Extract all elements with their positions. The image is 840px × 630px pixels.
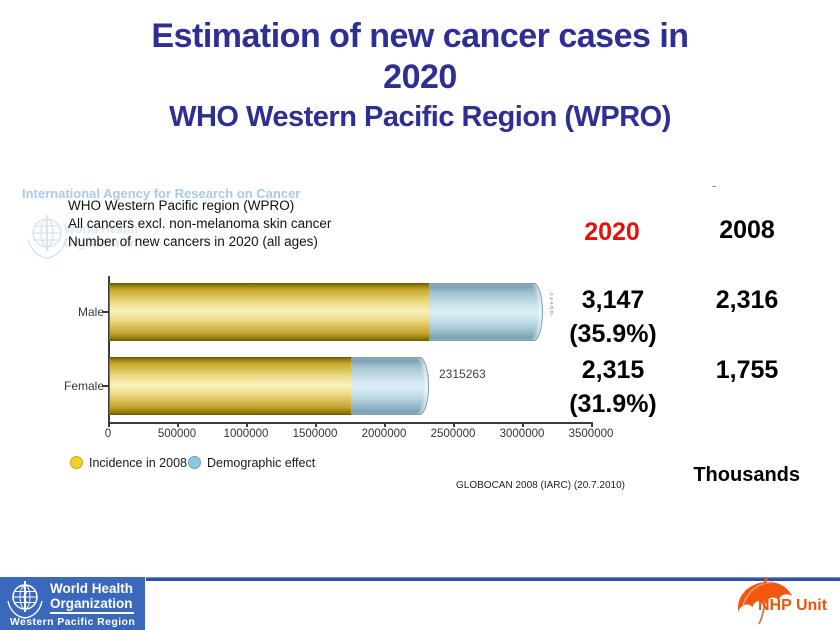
x-tick-mark bbox=[108, 423, 110, 427]
who-watermark-line2: Organization bbox=[64, 236, 138, 250]
chart-header-line2: All cancers excl. non-melanoma skin canc… bbox=[68, 216, 332, 231]
chart-header-line3: Number of new cancers in 2020 (all ages) bbox=[68, 234, 318, 249]
footer-divider bbox=[146, 577, 840, 581]
chart-source: GLOBOCAN 2008 (IARC) (20.7.2010) bbox=[456, 480, 625, 491]
value-female-2008: 1,755 bbox=[687, 356, 807, 385]
legend-swatch-incidence bbox=[70, 456, 83, 469]
y-axis bbox=[108, 276, 110, 423]
category-label-female: Female bbox=[63, 379, 104, 393]
legend-label-demographic: Demographic effect bbox=[207, 456, 316, 470]
page-title: Estimation of new cancer cases in 2020 bbox=[0, 16, 840, 98]
x-tick-label: 3500000 bbox=[568, 428, 614, 440]
category-label-male: Male bbox=[77, 305, 104, 319]
bar-row bbox=[109, 357, 429, 415]
value-male-2008: 2,316 bbox=[687, 286, 807, 315]
column-header-2020: 2020 bbox=[584, 218, 640, 246]
who-underline bbox=[50, 612, 134, 614]
x-tick-mark bbox=[522, 423, 524, 427]
who-emblem-icon bbox=[3, 579, 49, 630]
title-line-2: 2020 bbox=[383, 58, 457, 96]
nhp-unit-label: NHP Unit bbox=[758, 597, 828, 614]
bar-end-label-female: 2315263 bbox=[439, 367, 486, 381]
x-tick-label: 1000000 bbox=[223, 428, 269, 440]
x-tick-label: 1500000 bbox=[292, 428, 338, 440]
x-tick-mark bbox=[453, 423, 455, 427]
chart-header: WHO Western Pacific region (WPRO) All ca… bbox=[68, 197, 331, 251]
bar-segment-incidence bbox=[109, 357, 352, 415]
x-tick-label: 0 bbox=[104, 428, 112, 440]
who-region: Western Pacific Region bbox=[9, 616, 136, 628]
x-tick-mark bbox=[315, 423, 317, 427]
category-tick-female bbox=[102, 385, 108, 387]
page-subtitle: WHO Western Pacific Region (WPRO) bbox=[169, 101, 671, 133]
x-tick-label: 3000000 bbox=[499, 428, 545, 440]
x-tick-label: 2500000 bbox=[430, 428, 476, 440]
bar-row bbox=[109, 283, 544, 341]
value-male-2020-pct: (35.9%) bbox=[545, 320, 681, 349]
legend-swatch-demographic bbox=[188, 456, 201, 469]
who-globe-watermark-icon bbox=[24, 212, 72, 269]
bar-end-label-male-clipped: 3146641 bbox=[549, 292, 555, 316]
bar-segment-demographic bbox=[428, 283, 544, 341]
x-tick-label: 500000 bbox=[157, 428, 197, 440]
x-tick-mark bbox=[177, 423, 179, 427]
bar-chart: Male Female 3146641 2315263 0 500000 10000… bbox=[60, 270, 700, 510]
who-logo: World Health Organization Western Pacifi… bbox=[0, 577, 145, 630]
who-name: World Health Organization bbox=[50, 581, 133, 611]
value-female-2020: 2,315 bbox=[553, 356, 673, 385]
x-tick-mark bbox=[246, 423, 248, 427]
who-watermark-line1: World Health bbox=[64, 222, 138, 236]
value-female-2020-pct: (31.9%) bbox=[545, 390, 681, 419]
who-name-line2: Organization bbox=[50, 596, 133, 611]
bar-segment-incidence bbox=[109, 283, 429, 341]
bar-segment-demographic bbox=[351, 357, 429, 415]
iarc-watermark-text: International Agency for Research on Can… bbox=[22, 186, 301, 201]
category-tick-male bbox=[102, 311, 108, 313]
stray-dash: - bbox=[712, 178, 717, 193]
chart-header-line1: WHO Western Pacific region (WPRO) bbox=[68, 198, 295, 213]
units-label: Thousands bbox=[693, 464, 800, 486]
x-axis bbox=[108, 422, 593, 424]
x-tick-mark bbox=[591, 423, 593, 427]
x-tick-label: 2000000 bbox=[361, 428, 407, 440]
column-header-2008: 2008 bbox=[719, 216, 775, 244]
value-male-2020: 3,147 bbox=[553, 286, 673, 315]
x-tick-mark bbox=[384, 423, 386, 427]
title-line-1: Estimation of new cancer cases in bbox=[151, 17, 689, 55]
umbrella-icon bbox=[726, 577, 806, 630]
who-name-line1: World Health bbox=[50, 581, 134, 596]
legend-label-incidence: Incidence in 2008 bbox=[89, 456, 187, 470]
